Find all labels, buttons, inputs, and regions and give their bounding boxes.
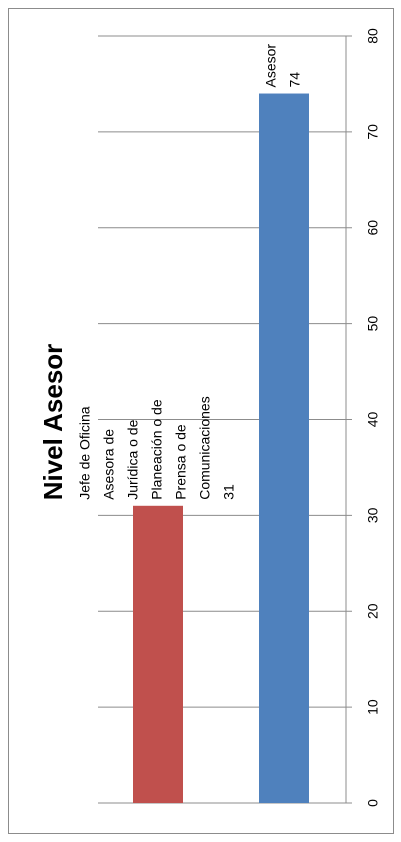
tick-label: 40	[365, 412, 381, 428]
bar	[133, 505, 183, 803]
data-label: Jurídica o de	[125, 419, 141, 499]
bars	[133, 93, 309, 803]
tick-label: 0	[365, 799, 381, 807]
tick-label: 80	[365, 28, 381, 44]
chart-title: Nivel Asesor	[38, 344, 68, 501]
data-label: Asesora de	[101, 429, 117, 500]
tick-label: 70	[365, 124, 381, 140]
tick-label: 20	[365, 603, 381, 619]
tick-label: 50	[365, 316, 381, 332]
data-label: Comunicaciones	[197, 396, 213, 500]
data-label: Jefe de Oficina	[77, 406, 93, 500]
tick-label: 60	[365, 220, 381, 236]
tick-label: 30	[365, 507, 381, 523]
tick-labels: 0 10 20 30 40 50 60 70 80	[365, 28, 381, 807]
chart-frame	[8, 8, 394, 834]
bar	[259, 93, 309, 803]
data-label: Planeación o de	[149, 399, 165, 500]
data-label: Prensa o de	[173, 424, 189, 500]
data-label: 74	[287, 72, 303, 88]
tick-label: 10	[365, 699, 381, 715]
data-labels: Jefe de Oficina Asesora de Jurídica o de Pl…	[77, 44, 303, 500]
data-label: Asesor	[263, 44, 279, 88]
data-label: 31	[221, 484, 237, 500]
